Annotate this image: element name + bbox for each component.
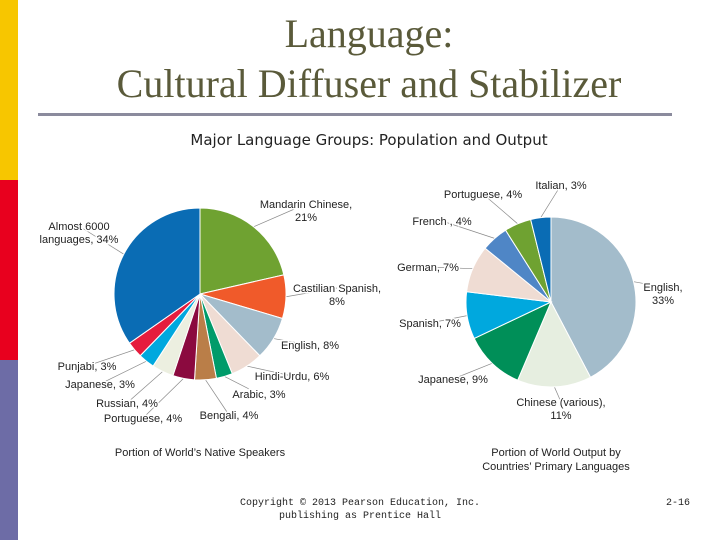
pie2-slice-italian-3 [530,216,552,303]
chart-heading: Major Language Groups: Population and Ou… [190,131,548,149]
pie2-slice-chinese-various-11 [517,300,592,388]
pie1-label-portuguese-4: Portuguese, 4% [104,413,182,425]
pie2-leader-english-33 [633,281,664,288]
accent-bar-purple [0,360,18,540]
pie1-leader-castilian-spanish-8 [285,287,338,298]
pie1-label-halo-arabic-3: Arabic, 3% [232,389,285,401]
pie1-leader-bengali-4 [205,379,230,416]
pie1-label-castilian-spanish-8: Castilian Spanish, 8% [293,283,381,308]
pie1-leader-arabic-3 [224,376,260,395]
pie2-caption: Portion of World Output by Countries’ Pri… [482,447,630,473]
pie1-slice-mandarin-chinese-21 [199,207,285,295]
title-divider [38,113,672,116]
pie2-label-halo-portuguese-4: Portuguese, 4% [444,189,522,201]
pie2-slice-japanese-9 [473,300,552,381]
pie2-leader-french-4 [441,220,495,239]
pie2-label-chinese-various-11: Chinese (various), 11% [516,397,605,422]
pie2-label-japanese-9: Japanese, 9% [418,374,488,386]
pie2-label-english-33: English, 33% [643,282,682,307]
pie1-leader-english-8 [273,338,311,346]
pie1-label-english-8: English, 8% [281,340,339,352]
pie2-label-italian-3: Italian, 3% [535,180,587,192]
pie2-leader-japanese-9 [452,362,493,380]
pie1-label-halo-almost-6000-languages-34: Almost 6000 languages, 34% [40,221,119,246]
pie1-label-arabic-3: Arabic, 3% [232,389,285,401]
pie1-label-bengali-4: Bengali, 4% [200,410,259,422]
pie2-label-halo-italian-3: Italian, 3% [535,180,587,192]
pie1-slice-almost-6000-languages-34 [113,207,201,344]
pie1-leader-punjabi-3 [86,349,135,367]
pie2-label-halo-spanish-7: Spanish, 7% [399,318,461,330]
pie2-label-halo-chinese-various-11: Chinese (various), 11% [516,397,605,422]
pie1-leader-portuguese-4 [142,378,184,419]
page-number: 2-16 [665,498,690,509]
pie2-leader-italian-3 [540,184,562,218]
pie1-label-hindi-urdu-6: Hindi-Urdu, 6% [255,371,330,383]
pie2-slice-english-33 [550,216,637,378]
pie2-label-spanish-7: Spanish, 7% [399,318,461,330]
pie2-label-halo-japanese-9: Japanese, 9% [418,374,488,386]
pie1-caption: Portion of World’s Native Speakers [115,447,286,459]
pie1-leader-russian-4 [126,371,163,404]
pie1-label-halo-hindi-urdu-6: Hindi-Urdu, 6% [255,371,330,383]
pie1-leader-hindi-urdu-6 [246,365,293,377]
pie1-label-halo-bengali-4: Bengali, 4% [200,410,259,422]
pie1-leader-almost-6000-languages-34 [78,225,124,255]
pie-chart-1: Mandarin Chinese, 21%Mandarin Chinese, 21%… [38,198,382,460]
slide-title-line2: Cultural Diffuser and Stabilizer [116,61,622,106]
copyright-line2: publishing as Prentice Hall [278,511,442,522]
pie1-label-almost-6000-languages-34: Almost 6000 languages, 34% [40,221,119,246]
pie1-label-halo-russian-4: Russian, 4% [96,398,158,410]
pie1-label-halo-portuguese-4: Portuguese, 4% [104,413,182,425]
pie1-label-halo-punjabi-3: Punjabi, 3% [58,361,117,373]
pie1-label-mandarin-chinese-21: Mandarin Chinese, 21% [260,199,352,224]
pie2-leader-spanish-7 [429,315,468,324]
pie2-label-halo-german-7: German, 7% [397,262,459,274]
pie1-label-japanese-3: Japanese, 3% [65,379,135,391]
pie2-label-french-4: French , 4% [412,216,472,228]
copyright-notice: Copyright © 2013 Pearson Education, Inc.… [230,497,490,523]
pie1-leader-mandarin-chinese-21 [253,203,307,228]
accent-bar-red [0,180,18,360]
pie1-label-russian-4: Russian, 4% [96,398,158,410]
pie2-label-german-7: German, 7% [397,262,459,274]
accent-bar-yellow [0,0,18,180]
pie1-label-halo-mandarin-chinese-21: Mandarin Chinese, 21% [260,199,352,224]
pie-chart-2: English, 33%English, 33%Chinese (various),… [396,179,684,474]
pie2-leader-portuguese-4 [482,193,518,225]
pie1-label-punjabi-3: Punjabi, 3% [58,361,117,373]
copyright-line1: Copyright © 2013 Pearson Education, Inc. [239,498,481,509]
pie2-label-halo-english-33: English, 33% [643,282,682,307]
pie2-leader-german-7 [427,266,473,270]
pie1-label-halo-japanese-3: Japanese, 3% [65,379,135,391]
pie1-leader-japanese-3 [99,360,147,385]
slide-title-line1: Language: [284,11,454,56]
pie1-label-halo-castilian-spanish-8: Castilian Spanish, 8% [293,283,381,308]
pie1-label-halo-english-8: English, 8% [281,340,339,352]
pie2-label-halo-french-4: French , 4% [412,216,472,228]
pie2-label-portuguese-4: Portuguese, 4% [444,189,522,201]
pie2-leader-chinese-various-11 [554,386,562,403]
